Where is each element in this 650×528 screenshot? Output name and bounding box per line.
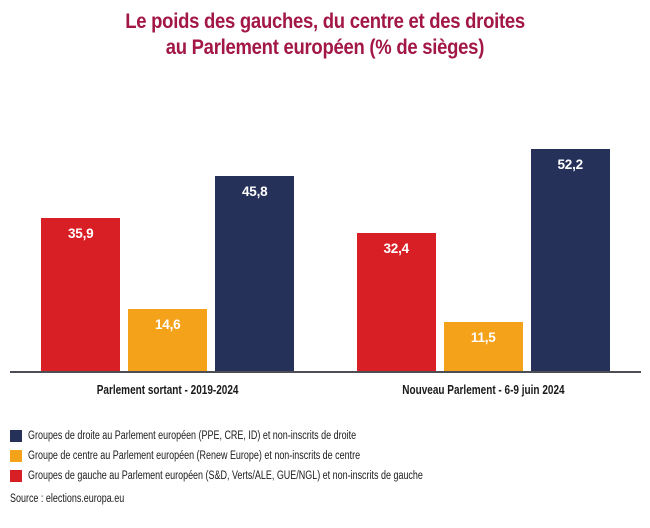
bar-droite-sortant: 45,8 (215, 176, 295, 371)
legend-swatch-centre (10, 450, 22, 462)
bar-droite-nouveau: 52,2 (530, 149, 610, 371)
bar-value-label-centre-sortant: 14,6 (155, 317, 181, 332)
bar-gauche-sortant: 35,9 (41, 218, 121, 371)
title-line-1: Le poids des gauches, du centre et des d… (125, 10, 525, 33)
bar-value-label-gauche-nouveau: 32,4 (383, 241, 410, 256)
x-axis-labels: Parlement sortant - 2019-2024 Nouveau Pa… (10, 383, 641, 397)
x-axis-label-parlement-sortant: Parlement sortant - 2019-2024 (96, 383, 239, 397)
legend-swatch-gauche (10, 470, 22, 482)
bar-value-label-droite-sortant: 45,8 (242, 184, 268, 199)
page-title: Le poids des gauches, du centre et des d… (0, 9, 650, 61)
legend-item-droite: Groupes de droite au Parlement européen … (10, 426, 650, 446)
bar-value-label-droite-nouveau: 52,2 (557, 157, 584, 172)
legend-swatch-droite (10, 430, 22, 442)
bar-value-label-centre-nouveau: 11,5 (470, 330, 496, 345)
bar-centre-nouveau: 11,5 (443, 322, 523, 371)
bar-chart-plot-area: 35,9 14,6 45,8 32,4 11,5 52,2 (10, 137, 641, 373)
bar-group-nouveau-parlement: 32,4 11,5 52,2 (326, 137, 642, 371)
source-note: Source : elections.europa.eu (10, 493, 125, 505)
title-line-2: au Parlement européen (% de sièges) (165, 36, 485, 59)
bar-group-parlement-sortant: 35,9 14,6 45,8 (10, 137, 326, 371)
legend-label-centre: Groupe de centre au Parlement européen (… (28, 450, 361, 462)
legend-item-centre: Groupe de centre au Parlement européen (… (10, 446, 650, 466)
bar-gauche-nouveau: 32,4 (356, 233, 436, 371)
legend-label-droite: Groupes de droite au Parlement européen … (28, 430, 357, 442)
legend-item-gauche: Groupes de gauche au Parlement européen … (10, 466, 650, 486)
legend: Groupes de droite au Parlement européen … (10, 426, 650, 486)
bar-value-label-gauche-sortant: 35,9 (68, 226, 94, 241)
bar-centre-sortant: 14,6 (128, 309, 208, 371)
x-axis-label-nouveau-parlement: Nouveau Parlement - 6-9 juin 2024 (402, 383, 565, 397)
legend-label-gauche: Groupes de gauche au Parlement européen … (28, 470, 423, 482)
